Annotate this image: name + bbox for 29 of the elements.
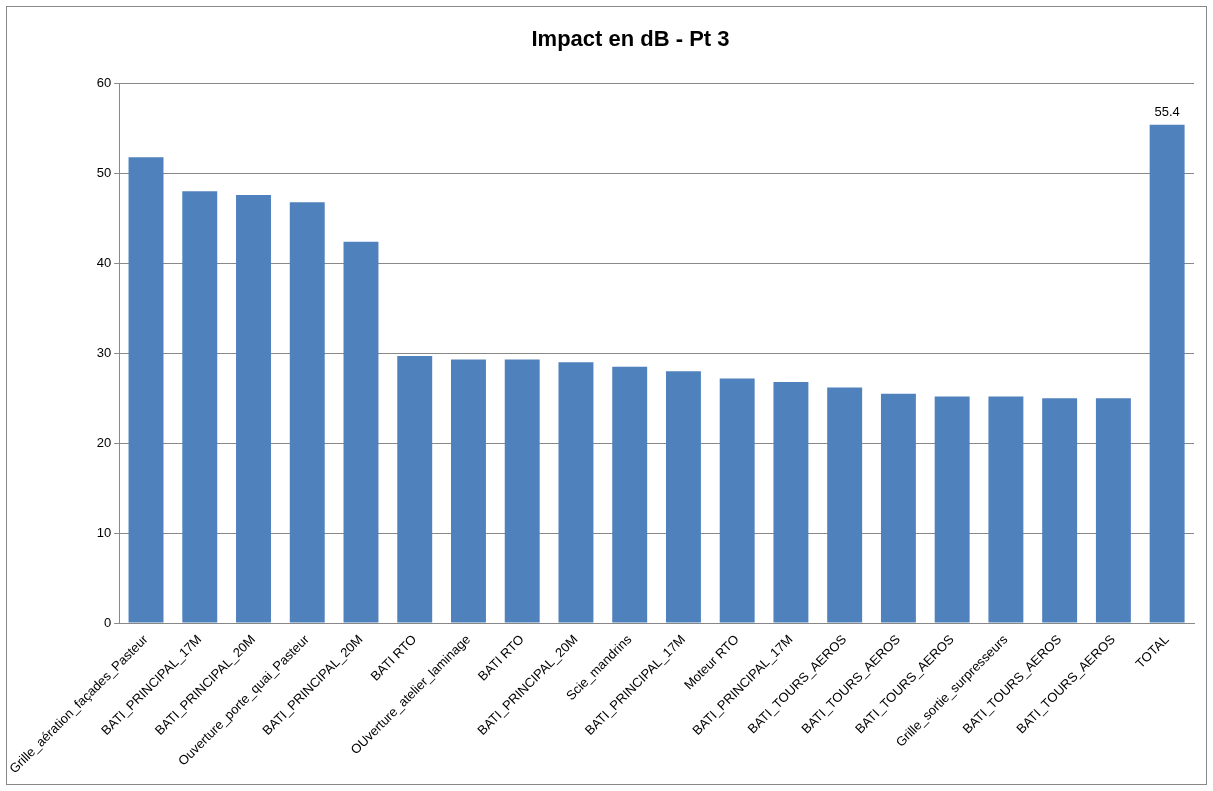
bar [1042, 398, 1078, 623]
bar [182, 191, 218, 623]
bar [558, 362, 594, 623]
y-tick-label: 60 [96, 74, 112, 90]
bar [988, 396, 1024, 623]
chart-title: Impact en dB - Pt 3 [531, 26, 730, 52]
bar [827, 387, 863, 623]
bar [934, 396, 970, 623]
bar [289, 202, 325, 623]
bar [773, 382, 809, 623]
y-tick-label: 40 [96, 254, 112, 270]
y-tick-label: 10 [96, 524, 112, 540]
bar [128, 157, 164, 623]
bar [451, 359, 486, 623]
bar [397, 355, 433, 623]
y-tick-label: 50 [96, 164, 112, 180]
y-tick-label: 30 [96, 344, 112, 360]
bar [665, 371, 701, 623]
bar [236, 194, 271, 623]
bar [719, 378, 755, 623]
bar [504, 359, 540, 623]
bar [1095, 398, 1131, 623]
y-tick-label: 0 [103, 614, 112, 630]
bar [343, 241, 379, 623]
y-tick-label: 20 [96, 434, 112, 450]
data-label: 55.4 [1154, 103, 1180, 119]
bar [880, 393, 916, 623]
bar [1149, 124, 1185, 623]
bar [612, 366, 648, 623]
